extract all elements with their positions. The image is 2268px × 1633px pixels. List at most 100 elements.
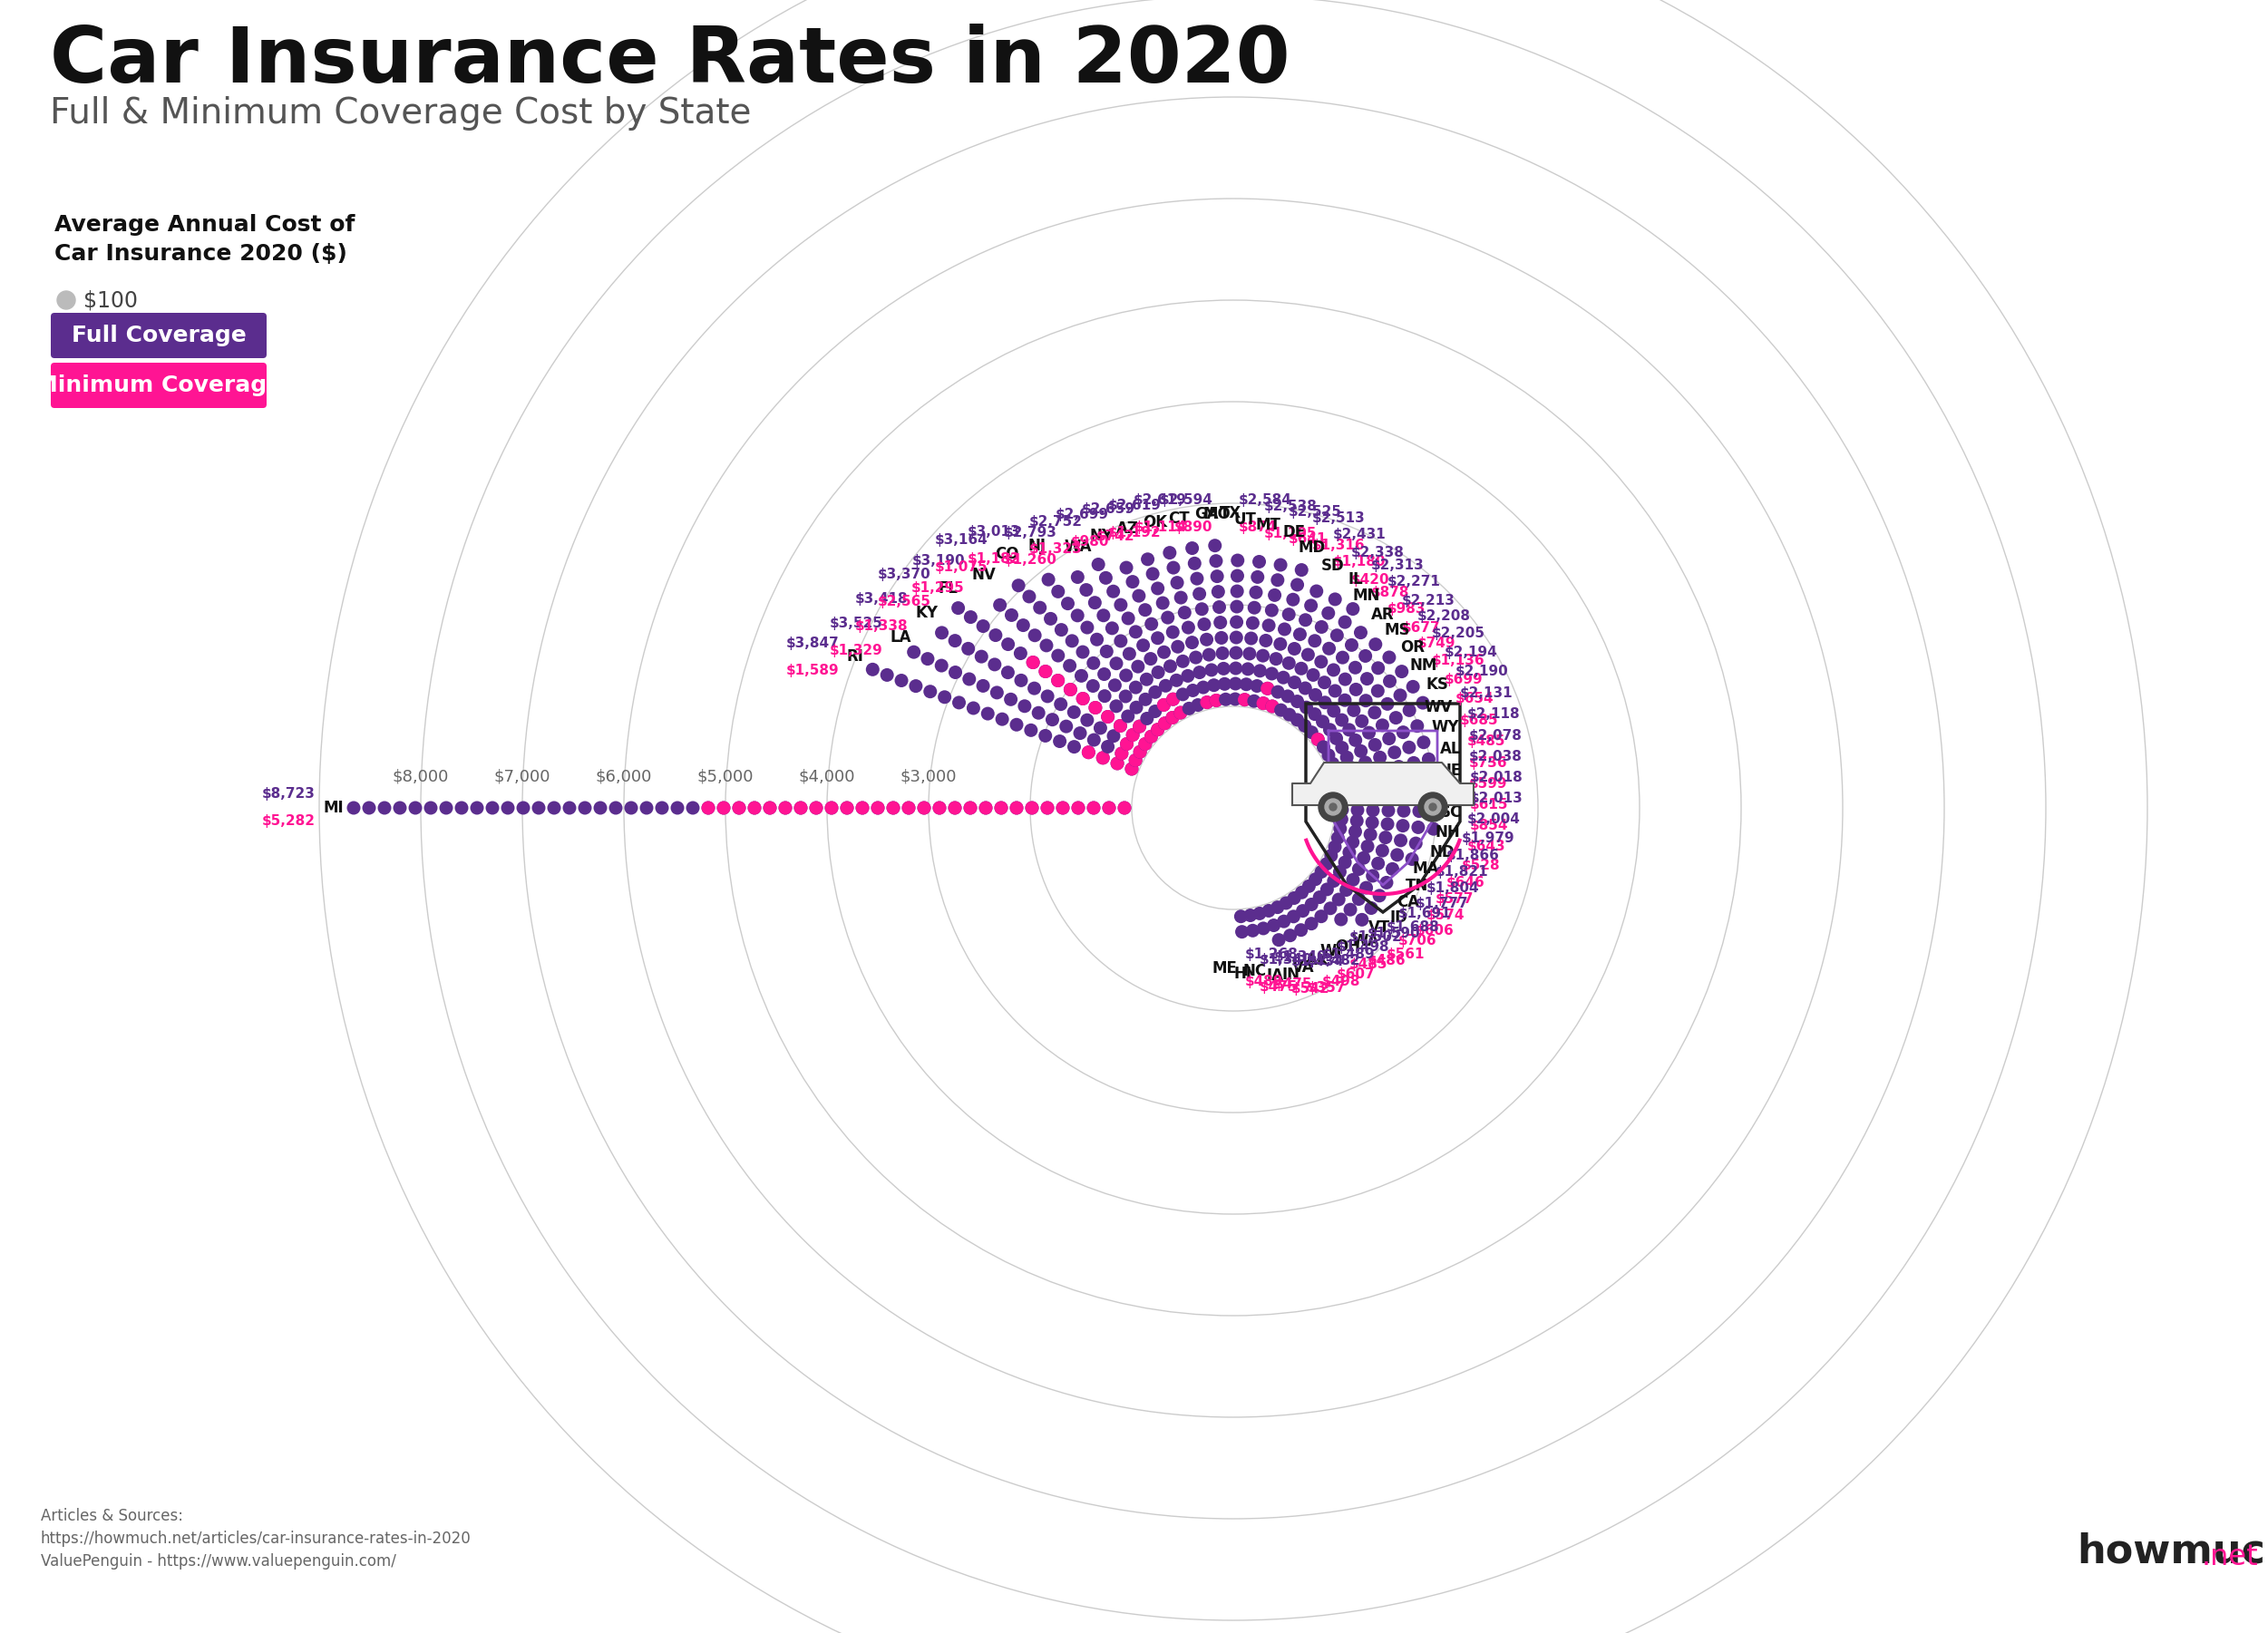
Circle shape [1393, 759, 1406, 774]
Circle shape [948, 802, 962, 815]
Circle shape [1086, 802, 1100, 815]
Circle shape [1331, 893, 1345, 906]
Circle shape [1114, 598, 1127, 612]
Circle shape [485, 802, 499, 815]
Circle shape [1148, 704, 1161, 719]
Circle shape [1229, 678, 1243, 691]
Circle shape [948, 802, 962, 815]
Circle shape [1166, 710, 1179, 725]
Circle shape [1116, 746, 1129, 761]
Circle shape [1365, 901, 1379, 914]
Circle shape [1315, 715, 1329, 728]
Circle shape [1243, 647, 1256, 660]
Circle shape [469, 802, 483, 815]
Text: $2,338: $2,338 [1352, 545, 1404, 558]
Circle shape [1304, 916, 1318, 931]
Circle shape [1039, 728, 1052, 743]
Circle shape [1295, 923, 1309, 937]
Text: PA: PA [1440, 784, 1463, 800]
Circle shape [1118, 802, 1132, 815]
Circle shape [1288, 892, 1302, 905]
Circle shape [1408, 836, 1422, 851]
Circle shape [347, 802, 361, 815]
Text: $577: $577 [1436, 892, 1474, 906]
Circle shape [1381, 732, 1395, 745]
Text: $8,723: $8,723 [263, 787, 315, 802]
Circle shape [1422, 753, 1436, 766]
Circle shape [991, 686, 1005, 699]
Circle shape [1270, 900, 1284, 914]
Circle shape [1250, 679, 1263, 692]
Circle shape [1383, 674, 1397, 687]
Circle shape [1170, 640, 1184, 653]
Text: $2,205: $2,205 [1431, 627, 1486, 640]
Circle shape [1150, 632, 1163, 645]
Circle shape [1327, 874, 1340, 888]
Circle shape [1057, 802, 1070, 815]
Circle shape [948, 666, 962, 679]
Circle shape [1200, 632, 1213, 647]
Circle shape [778, 802, 792, 815]
Circle shape [1198, 681, 1211, 694]
Text: $2,208: $2,208 [1418, 609, 1472, 624]
Circle shape [1105, 622, 1118, 635]
Text: $1,498: $1,498 [1336, 941, 1390, 954]
Circle shape [1322, 642, 1336, 655]
Circle shape [1406, 756, 1420, 769]
Circle shape [1195, 603, 1209, 616]
Circle shape [1202, 648, 1216, 661]
Circle shape [1320, 857, 1334, 870]
Circle shape [1027, 629, 1041, 642]
Text: $2,594: $2,594 [1159, 493, 1213, 506]
Circle shape [1245, 616, 1259, 630]
Circle shape [1266, 604, 1279, 617]
Circle shape [655, 802, 669, 815]
Circle shape [1175, 705, 1188, 720]
Circle shape [1089, 596, 1102, 609]
Circle shape [1229, 692, 1243, 705]
Circle shape [1139, 736, 1152, 751]
Circle shape [1166, 710, 1179, 725]
FancyBboxPatch shape [50, 314, 268, 358]
Circle shape [1046, 714, 1059, 727]
Circle shape [1368, 705, 1381, 720]
Text: $1,075: $1,075 [934, 560, 989, 575]
Circle shape [1336, 803, 1349, 816]
Circle shape [1331, 831, 1345, 844]
Text: $1,691: $1,691 [1397, 906, 1452, 921]
Circle shape [1352, 892, 1365, 906]
Text: $1,866: $1,866 [1447, 849, 1499, 862]
Circle shape [1418, 735, 1431, 750]
Text: GA: GA [1193, 506, 1218, 523]
Circle shape [1302, 648, 1315, 661]
Text: $3,164: $3,164 [934, 534, 989, 547]
Circle shape [1229, 599, 1243, 614]
Circle shape [1145, 730, 1159, 743]
Circle shape [975, 650, 989, 663]
Text: $5,282: $5,282 [263, 815, 315, 828]
Circle shape [1100, 740, 1114, 753]
Circle shape [1266, 666, 1279, 681]
Circle shape [1018, 699, 1032, 714]
Text: $1,340: $1,340 [1259, 954, 1313, 967]
Circle shape [1032, 705, 1046, 720]
Text: $1,182: $1,182 [968, 552, 1021, 567]
Circle shape [1055, 697, 1068, 710]
Text: $2,213: $2,213 [1402, 594, 1456, 607]
Circle shape [1297, 719, 1311, 733]
Text: $2,004: $2,004 [1467, 812, 1520, 826]
Circle shape [1325, 799, 1340, 815]
Circle shape [1238, 692, 1252, 707]
Text: TN: TN [1406, 877, 1429, 893]
Circle shape [871, 802, 885, 815]
Circle shape [1125, 728, 1139, 741]
Circle shape [1025, 802, 1039, 815]
Circle shape [1159, 717, 1173, 730]
Circle shape [1245, 924, 1259, 937]
Circle shape [1381, 816, 1395, 831]
Text: CO: CO [996, 545, 1018, 562]
Circle shape [1229, 630, 1243, 645]
Text: $1,260: $1,260 [1002, 554, 1057, 567]
Circle shape [932, 802, 946, 815]
Text: $2,752: $2,752 [1030, 516, 1082, 529]
